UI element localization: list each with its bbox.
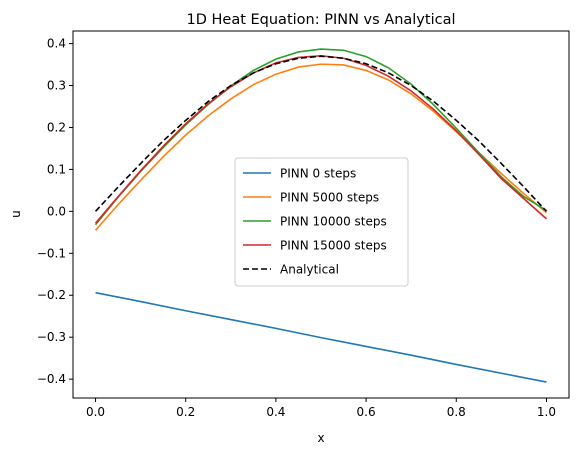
- y-tick-label: 0.4: [47, 37, 66, 51]
- legend-label: PINN 10000 steps: [280, 215, 387, 229]
- x-tick-label: 0.6: [357, 405, 376, 419]
- y-axis: −0.4 −0.3 −0.2 −0.1 0.0 0.1 0.2 0.3 0.4: [37, 37, 73, 386]
- y-tick-label: −0.3: [37, 330, 66, 344]
- x-axis-label: x: [317, 431, 324, 445]
- x-tick-label: 1.0: [537, 405, 556, 419]
- legend-label: Analytical: [280, 263, 339, 277]
- x-tick-label: 0.0: [86, 405, 105, 419]
- plot-frame: [72, 30, 570, 399]
- y-tick-label: 0.0: [47, 204, 66, 218]
- series-line-0: [95, 291, 547, 383]
- legend-label: PINN 0 steps: [280, 167, 356, 181]
- y-tick-label: −0.1: [37, 246, 66, 260]
- x-tick-label: 0.8: [447, 405, 466, 419]
- x-tick-label: 0.4: [266, 405, 285, 419]
- y-tick-label: 0.3: [47, 79, 66, 93]
- y-tick-label: 0.1: [47, 162, 66, 176]
- plot-area: [94, 48, 548, 383]
- chart-title: 1D Heat Equation: PINN vs Analytical: [187, 12, 456, 28]
- legend-box: [234, 157, 409, 287]
- y-axis-label: u: [9, 210, 23, 218]
- series-line-4: [94, 55, 548, 212]
- y-tick-label: 0.2: [47, 120, 66, 134]
- legend-label: PINN 15000 steps: [280, 239, 387, 253]
- y-tick-label: −0.2: [37, 288, 66, 302]
- y-tick-label: −0.4: [37, 372, 66, 386]
- x-tick-label: 0.2: [176, 405, 195, 419]
- legend-label: PINN 5000 steps: [280, 191, 379, 205]
- x-axis: 0.0 0.2 0.4 0.6 0.8 1.0: [86, 398, 556, 419]
- legend: PINN 0 steps PINN 5000 steps PINN 10000 st…: [234, 157, 409, 287]
- series-line-2: [94, 48, 547, 226]
